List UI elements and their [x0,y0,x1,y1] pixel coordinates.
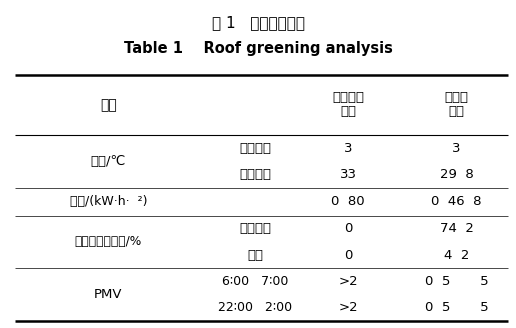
Text: 0  46  8: 0 46 8 [431,195,482,208]
Text: 有种植: 有种植 [445,91,469,104]
Text: 夏季室内: 夏季室内 [239,168,271,181]
Text: 4  2: 4 2 [444,249,470,261]
Text: 0  5       5: 0 5 5 [425,301,489,314]
Text: 温度/℃: 温度/℃ [91,155,126,168]
Text: 项目: 项目 [100,98,117,112]
Text: 屋面: 屋面 [448,105,465,118]
Text: 基础: 基础 [247,249,264,261]
Text: 74  2: 74 2 [440,222,474,235]
Text: >2: >2 [338,275,358,288]
Text: 22∶00   2∶00: 22∶00 2∶00 [218,301,293,314]
Text: 没有种植: 没有种植 [332,91,364,104]
Text: 3: 3 [344,142,352,155]
Text: >2: >2 [338,301,358,314]
Text: Table 1    Roof greening analysis: Table 1 Roof greening analysis [123,41,393,56]
Text: 33: 33 [340,168,357,181]
Text: 0: 0 [344,249,352,261]
Text: 工程造价增加值/%: 工程造价增加值/% [75,236,142,248]
Text: 用电/(kW·h·  ²): 用电/(kW·h· ²) [70,195,147,208]
Text: 0  5       5: 0 5 5 [425,275,489,288]
Text: 3: 3 [453,142,461,155]
Text: 表 1   屋顶绿化分析: 表 1 屋顶绿化分析 [212,15,304,30]
Text: 屋顶屋面: 屋顶屋面 [239,222,271,235]
Text: 屋面: 屋面 [340,105,357,118]
Text: PMV: PMV [94,288,123,301]
Text: 6∶00   7∶00: 6∶00 7∶00 [222,275,288,288]
Text: 0  80: 0 80 [331,195,365,208]
Text: 0: 0 [344,222,352,235]
Text: 29  8: 29 8 [440,168,474,181]
Text: 夏季室外: 夏季室外 [239,142,271,155]
